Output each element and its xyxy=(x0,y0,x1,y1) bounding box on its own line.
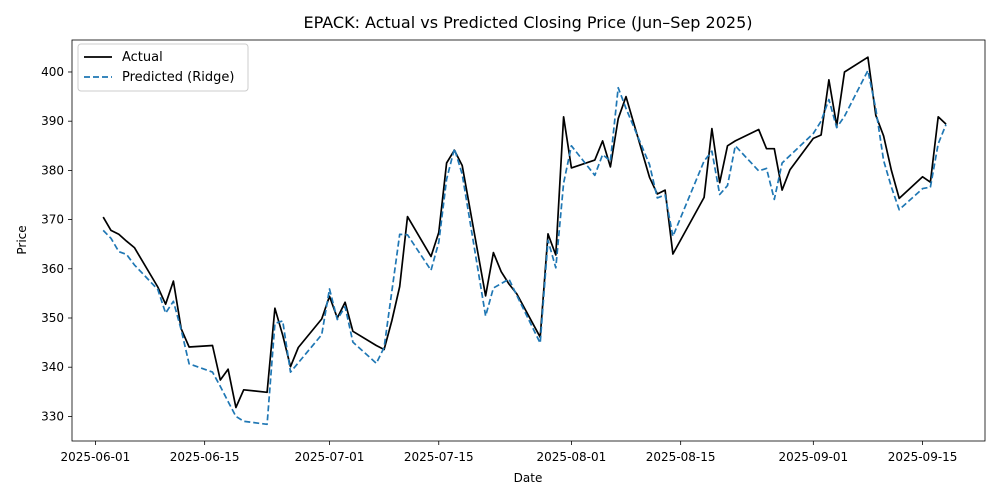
y-tick-label: 370 xyxy=(41,213,64,227)
y-tick-label: 350 xyxy=(41,311,64,325)
chart-title: EPACK: Actual vs Predicted Closing Price… xyxy=(304,13,753,32)
x-tick-label: 2025-06-15 xyxy=(170,450,240,464)
y-axis-label: Price xyxy=(15,225,29,254)
x-tick-label: 2025-09-15 xyxy=(888,450,958,464)
x-axis: 2025-06-01 2025-06-15 2025-07-01 2025-07-15… xyxy=(61,441,958,464)
y-tick-label: 360 xyxy=(41,262,64,276)
legend-box xyxy=(77,43,249,92)
x-tick-label: 2025-07-15 xyxy=(404,450,474,464)
x-tick-label: 2025-09-01 xyxy=(778,450,848,464)
y-tick-label: 340 xyxy=(41,360,64,374)
y-tick-label: 380 xyxy=(41,163,64,177)
y-tick-label: 330 xyxy=(41,409,64,423)
y-axis: 330 340 350 360 370 380 390 400 xyxy=(41,65,72,423)
plot-frame xyxy=(71,39,986,442)
series-line-predicted xyxy=(102,69,947,426)
x-tick-label: 2025-07-01 xyxy=(295,450,365,464)
x-tick-label: 2025-08-01 xyxy=(537,450,607,464)
x-tick-label: 2025-06-01 xyxy=(61,450,131,464)
legend: Actual Predicted (Ridge) xyxy=(77,43,249,92)
legend-label-actual: Actual xyxy=(122,50,163,65)
y-tick-label: 400 xyxy=(41,65,64,79)
legend-label-predicted: Predicted (Ridge) xyxy=(122,70,234,85)
x-tick-label: 2025-08-15 xyxy=(646,450,716,464)
plot-area: 2025-06-01 2025-06-15 2025-07-01 2025-07-15… xyxy=(41,39,986,464)
x-axis-label: Date xyxy=(514,471,543,485)
series-layer xyxy=(102,56,947,426)
y-tick-label: 390 xyxy=(41,114,64,128)
